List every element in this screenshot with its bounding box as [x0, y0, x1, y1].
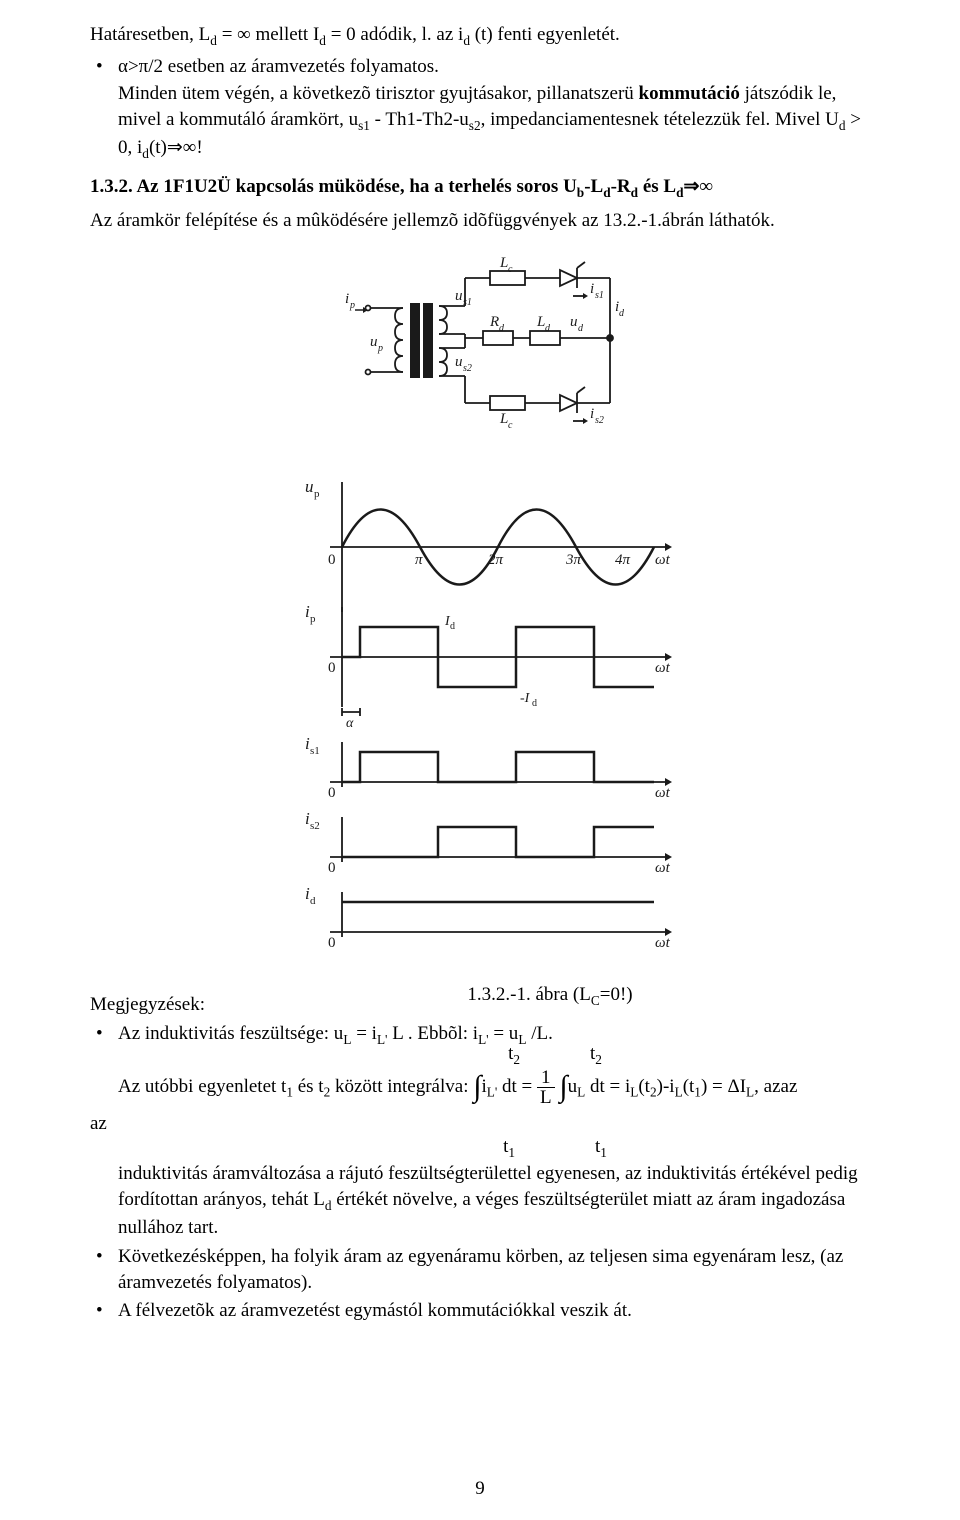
waveform-figure: u p 0 π 2π 3π 4π ωt i p 0 [90, 452, 870, 982]
circuit-svg: ip up us1 us2 Lc Lc Rd Ld ud is1 is2 id [315, 248, 645, 438]
svg-text:0: 0 [328, 935, 336, 951]
paragraph-figref: Az áramkör felépítése és a mûködésére je… [90, 208, 870, 234]
svg-text:L: L [536, 314, 545, 330]
svg-text:p: p [314, 488, 320, 500]
svg-text:s2: s2 [595, 415, 604, 426]
svg-text:ωt: ωt [655, 552, 671, 568]
paragraph-boundary-case: Határesetben, Ld = ∞ mellett Id = 0 adód… [90, 22, 870, 50]
bullet-halfconductors: A félvezetõk az áramvezetést egymástól k… [90, 1298, 870, 1324]
bullet-consequence: Következésképpen, ha folyik áram az egye… [90, 1244, 870, 1295]
svg-text:L: L [499, 411, 508, 427]
paragraph-inductance-explain: induktivitás áramváltozása a rájutó fesz… [90, 1161, 870, 1240]
svg-text:-I: -I [520, 691, 531, 706]
svg-text:d: d [578, 323, 584, 334]
bullet-list-1: α>π/2 esetben az áramvezetés folyamatos. [90, 54, 870, 80]
svg-text:s1: s1 [463, 297, 472, 308]
svg-text:s1: s1 [310, 745, 320, 757]
svg-text:u: u [455, 354, 463, 370]
svg-text:d: d [532, 698, 537, 709]
svg-text:c: c [508, 264, 513, 275]
svg-text:ωt: ωt [655, 660, 671, 676]
waveform-svg: u p 0 π 2π 3π 4π ωt i p 0 [270, 452, 690, 982]
svg-text:s1: s1 [595, 290, 604, 301]
t1-limits: t1 t1 [240, 1136, 870, 1161]
section-heading: 1.3.2. Az 1F1U2Ü kapcsolás müködése, ha … [90, 174, 870, 202]
svg-text:s2: s2 [463, 363, 472, 374]
svg-text:4π: 4π [615, 552, 631, 568]
svg-text:α: α [346, 716, 354, 731]
bullet-alpha: α>π/2 esetben az áramvezetés folyamatos. [90, 54, 870, 80]
svg-text:π: π [415, 552, 423, 568]
svg-text:0: 0 [328, 660, 336, 676]
svg-text:p: p [310, 613, 316, 625]
svg-text:s2: s2 [310, 820, 320, 832]
svg-text:L: L [499, 255, 508, 271]
svg-text:d: d [450, 621, 455, 632]
svg-text:p: p [377, 343, 383, 354]
svg-text:i: i [345, 291, 349, 307]
svg-text:d: d [619, 308, 625, 319]
svg-text:2π: 2π [488, 552, 504, 568]
svg-text:i: i [590, 406, 594, 422]
svg-text:R: R [489, 314, 499, 330]
bullet-list-notes: Az induktivitás feszültsége: uL = iL' L … [90, 1021, 870, 1049]
svg-text:i: i [590, 281, 594, 297]
bullet-list-final: Következésképpen, ha folyik áram az egye… [90, 1244, 870, 1323]
svg-text:0: 0 [328, 785, 336, 801]
integral-line: Az utóbbi egyenletet t1 és t2 között int… [90, 1068, 870, 1107]
svg-text:0: 0 [328, 860, 336, 876]
circuit-figure: ip up us1 us2 Lc Lc Rd Ld ud is1 is2 id [90, 248, 870, 438]
svg-text:ωt: ωt [655, 860, 671, 876]
paragraph-commutation: Minden ütem végén, a következõ tirisztor… [90, 81, 870, 162]
svg-text:d: d [310, 895, 316, 907]
az-word: az [90, 1111, 870, 1137]
svg-text:c: c [508, 420, 513, 431]
svg-text:u: u [455, 288, 463, 304]
page-number: 9 [0, 1478, 960, 1500]
svg-text:u: u [305, 477, 314, 496]
bullet-inductance: Az induktivitás feszültsége: uL = iL' L … [90, 1021, 870, 1049]
svg-text:ωt: ωt [655, 935, 671, 951]
svg-text:0: 0 [328, 552, 336, 568]
svg-text:ωt: ωt [655, 785, 671, 801]
page: Határesetben, Ld = ∞ mellett Id = 0 adód… [0, 0, 960, 1520]
svg-text:3π: 3π [565, 552, 582, 568]
svg-text:p: p [349, 300, 355, 311]
svg-text:u: u [370, 334, 378, 350]
svg-text:u: u [570, 314, 578, 330]
